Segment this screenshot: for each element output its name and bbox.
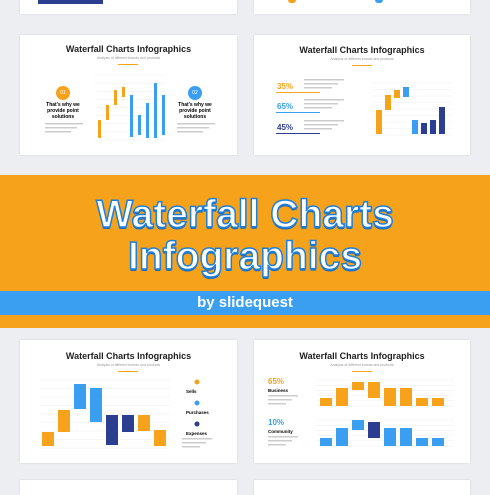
slide-subtitle: Analysis of different brands and product… [96, 56, 161, 60]
banner-title: Infographics [127, 234, 363, 279]
decoration [276, 65, 452, 136]
legend-label: Sells [186, 389, 197, 394]
stat: 10% [268, 418, 285, 427]
heading: That's why we provide point solutions [178, 102, 212, 120]
slide-card: Waterfall Charts Infographics Analysis o… [254, 35, 470, 155]
slide-title: Waterfall Charts Infographics [65, 44, 192, 54]
stat-label: Community [268, 429, 293, 434]
legend-label: Purchases [186, 410, 209, 415]
legend-label: Expenses [186, 431, 208, 436]
slide-card [254, 0, 470, 14]
badge: 02 [188, 86, 202, 100]
slide-card: Waterfall Charts Infographics Analysis o… [20, 35, 237, 155]
banner-title: Waterfall Charts [95, 192, 394, 237]
slide-title: Waterfall Charts Infographics [299, 45, 425, 55]
slide-subtitle: Analysis of different brands and product… [330, 363, 394, 367]
slide-card [20, 480, 237, 495]
slide-title: Waterfall Charts Infographics [65, 351, 192, 361]
slide-title: Waterfall Charts Infographics [299, 351, 425, 361]
slide-card: Waterfall Charts Infographics Analysis o… [20, 340, 237, 463]
stat: 65% [277, 102, 294, 111]
decoration [45, 64, 215, 141]
banner: Waterfall Charts Infographics by slidequ… [0, 175, 490, 328]
slide-card [254, 480, 470, 495]
slide-card [20, 0, 237, 14]
slide-card: Waterfall Charts Infographics Analysis o… [254, 340, 470, 463]
badge: 01 [56, 86, 70, 100]
stat-label: Business [268, 388, 289, 393]
stat: 45% [277, 123, 294, 132]
heading: That's why we provide point solutions [46, 102, 80, 120]
decoration [268, 371, 454, 447]
decoration [40, 371, 212, 449]
stat: 35% [277, 82, 294, 91]
byline: by slidequest [197, 294, 293, 311]
slide-subtitle: Analysis of different brands and product… [96, 363, 161, 367]
slide-subtitle: Analysis of different brands and product… [330, 57, 394, 61]
stat: 65% [268, 377, 285, 386]
